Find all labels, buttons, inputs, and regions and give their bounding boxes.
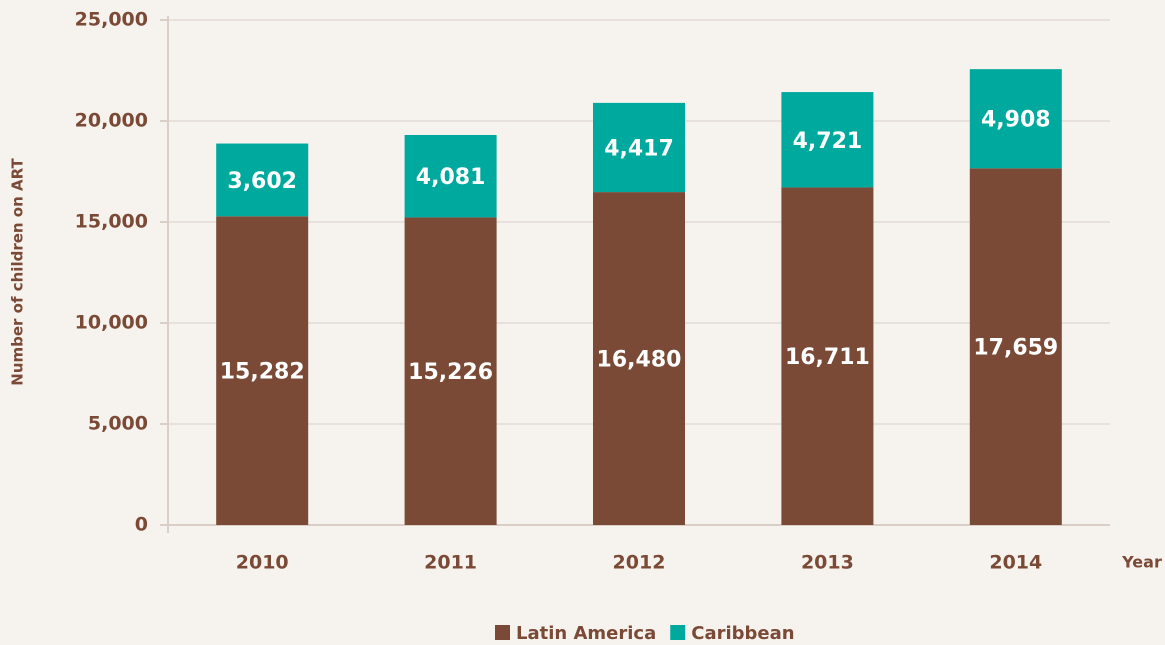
y-tick-label: 5,000 — [88, 413, 148, 435]
x-tick-label: 2011 — [424, 552, 477, 574]
x-tick-label: 2010 — [236, 552, 289, 574]
bar-segment — [593, 102, 685, 193]
value-label: 15,226 — [408, 360, 493, 385]
bar-segment — [969, 69, 1062, 169]
bar-segment — [593, 192, 685, 525]
value-label: 15,282 — [220, 360, 305, 385]
legend-swatch — [495, 625, 510, 640]
bar-segment — [969, 168, 1062, 525]
y-tick-label: 15,000 — [75, 211, 148, 233]
bar-segment — [404, 217, 497, 525]
value-label: 16,480 — [597, 348, 682, 373]
legend-label: Latin America — [516, 623, 656, 644]
bar-segment — [781, 92, 874, 188]
legend-label: Caribbean — [691, 623, 794, 644]
y-axis-label: Number of children on ART — [9, 158, 27, 386]
value-label: 4,081 — [416, 165, 486, 190]
value-label: 4,908 — [981, 108, 1051, 133]
x-axis-label: Year — [1121, 553, 1162, 572]
x-tick-label: 2013 — [801, 552, 854, 574]
legend-swatch — [670, 625, 686, 640]
value-label: 4,721 — [793, 129, 863, 154]
bar-segment — [216, 216, 309, 526]
y-tick-label: 25,000 — [75, 9, 148, 31]
value-label: 4,417 — [604, 136, 674, 161]
value-label: 16,711 — [785, 345, 870, 370]
x-tick-label: 2012 — [613, 552, 666, 574]
value-label: 3,602 — [227, 169, 297, 194]
y-tick-label: 0 — [135, 514, 148, 536]
bar-segment — [216, 143, 309, 217]
bar-segment — [781, 187, 874, 525]
value-label: 17,659 — [973, 336, 1058, 361]
y-tick-label: 10,000 — [75, 312, 148, 334]
y-tick-label: 20,000 — [75, 110, 148, 132]
x-tick-label: 2014 — [989, 552, 1042, 574]
bar-segment — [404, 134, 497, 218]
